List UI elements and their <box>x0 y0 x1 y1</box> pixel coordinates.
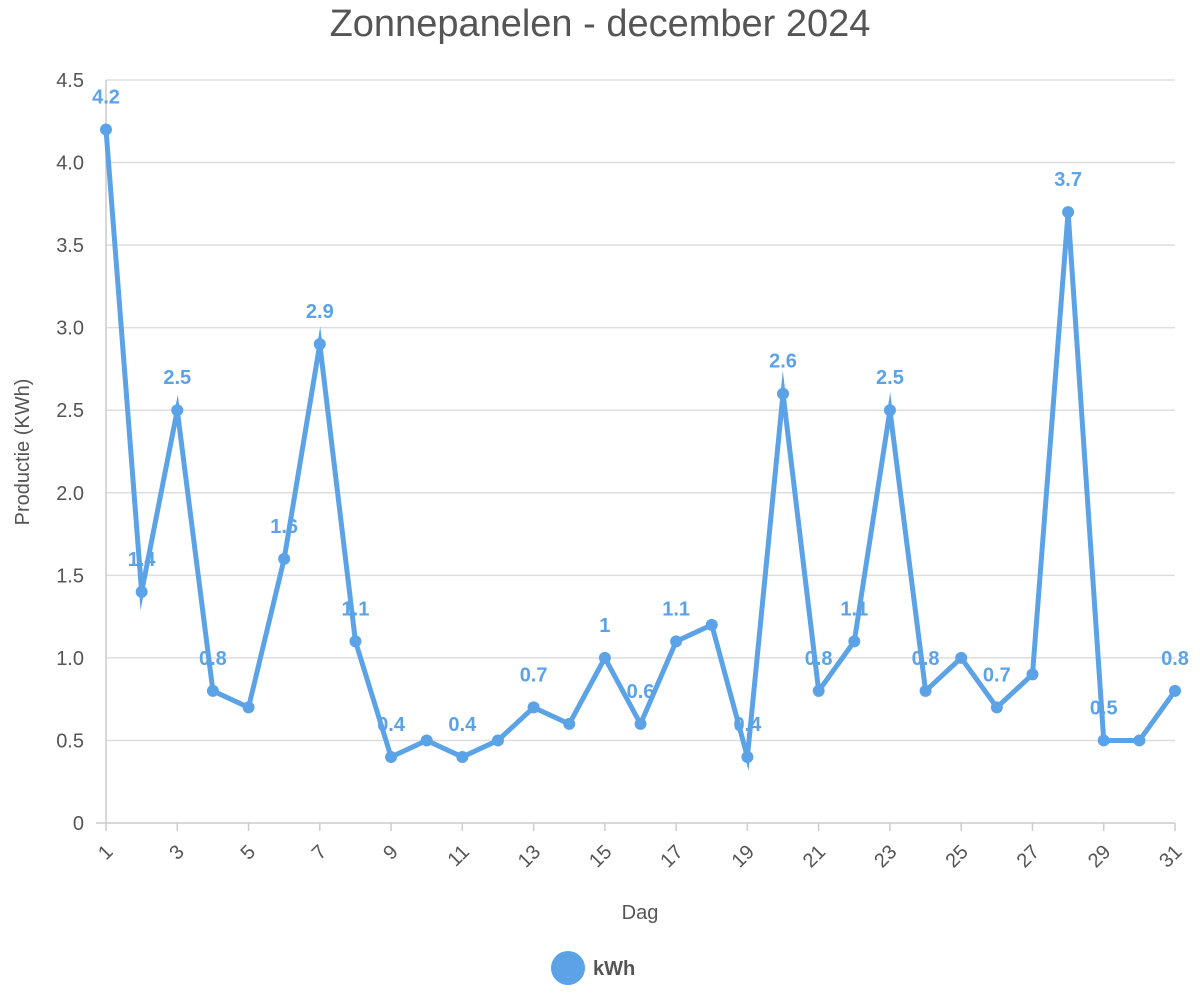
series-kwh <box>100 123 1181 771</box>
data-point[interactable] <box>563 717 576 730</box>
data-label: 0.4 <box>448 714 477 736</box>
data-point[interactable] <box>1133 734 1146 747</box>
data-point[interactable] <box>420 734 433 747</box>
x-tick-label: 23 <box>870 841 901 872</box>
x-tick-label: 1 <box>94 841 117 864</box>
data-point[interactable] <box>1097 734 1110 747</box>
data-point[interactable] <box>919 684 932 697</box>
x-tick-label: 27 <box>1013 841 1044 872</box>
data-label: 1.1 <box>840 598 868 620</box>
y-axis-ticks: 0 0.5 1.0 1.5 2.0 2.5 3.0 3.5 4.0 4.5 <box>56 70 84 835</box>
axes <box>96 80 1175 824</box>
data-label: 2.9 <box>306 301 334 323</box>
data-label: 0.5 <box>1090 697 1118 719</box>
x-tick-label: 15 <box>585 841 616 872</box>
x-tick-label: 5 <box>237 841 260 864</box>
x-axis-title: Dag <box>622 902 659 924</box>
data-label: 0.8 <box>199 648 227 670</box>
data-point[interactable] <box>349 635 362 648</box>
data-point[interactable] <box>1062 206 1075 219</box>
data-label: 1.4 <box>128 549 157 571</box>
chart-title: Zonnepanelen - december 2024 <box>330 3 871 45</box>
x-tick-label: 17 <box>656 841 687 872</box>
data-point[interactable] <box>1026 668 1039 681</box>
data-point[interactable] <box>1169 684 1181 697</box>
data-label: 0.8 <box>912 648 940 670</box>
gridlines <box>106 79 1175 742</box>
legend[interactable]: kWh <box>551 951 635 985</box>
data-point[interactable] <box>491 734 504 747</box>
x-tick-label: 21 <box>799 841 830 872</box>
data-point[interactable] <box>812 684 825 697</box>
data-label: 3.7 <box>1054 169 1082 191</box>
data-point[interactable] <box>777 387 790 400</box>
series-line-kwh <box>103 127 1178 771</box>
data-label: 2.5 <box>163 367 191 389</box>
data-point[interactable] <box>705 618 718 631</box>
x-tick-label: 31 <box>1155 841 1186 872</box>
x-tick-label: 19 <box>728 841 759 872</box>
data-point[interactable] <box>990 701 1003 714</box>
data-point[interactable] <box>278 552 291 565</box>
x-tick-label: 9 <box>379 841 402 864</box>
data-label: 0.7 <box>520 664 548 686</box>
data-label: 1.6 <box>270 516 298 538</box>
data-label: 0.4 <box>377 714 406 736</box>
data-point[interactable] <box>242 701 255 714</box>
y-tick-label: 3.0 <box>56 318 84 340</box>
data-point[interactable] <box>100 123 112 136</box>
y-tick-label: 0.5 <box>56 730 84 752</box>
data-label: 1.1 <box>662 598 690 620</box>
x-tick-label: 13 <box>514 841 545 872</box>
data-point[interactable] <box>955 651 968 664</box>
data-label: 4.2 <box>92 87 120 109</box>
y-tick-label: 1.0 <box>56 648 84 670</box>
x-tick-label: 11 <box>444 841 474 871</box>
data-label: 1.1 <box>342 598 370 620</box>
data-point[interactable] <box>848 635 861 648</box>
data-label: 0.6 <box>627 681 655 703</box>
data-label: 0.8 <box>805 648 833 670</box>
x-tick-label: 7 <box>308 841 331 864</box>
x-axis-ticks: 1 3 5 7 9 11 13 15 17 19 21 23 25 27 29 31 <box>94 823 1187 872</box>
data-point[interactable] <box>598 651 611 664</box>
data-label: 2.6 <box>769 351 797 373</box>
data-point[interactable] <box>741 750 754 763</box>
data-point[interactable] <box>135 585 148 598</box>
y-axis-title: Productie (KWh) <box>12 379 34 526</box>
y-tick-label: 3.5 <box>56 235 84 257</box>
y-tick-label: 4.0 <box>56 153 84 175</box>
x-tick-label: 25 <box>941 841 972 872</box>
data-point[interactable] <box>670 635 683 648</box>
data-point[interactable] <box>527 701 540 714</box>
x-tick-label: 29 <box>1084 841 1115 872</box>
x-tick-label: 3 <box>165 841 188 864</box>
data-point[interactable] <box>456 750 469 763</box>
y-tick-label: 0 <box>73 813 84 835</box>
data-label: 2.5 <box>876 367 904 389</box>
data-labels: 4.2 1.4 2.5 0.8 1.6 2.9 1.1 0.4 0.4 0.7 1 0.6 1.1 0.4… <box>92 87 1189 736</box>
legend-marker-kwh[interactable] <box>551 951 585 985</box>
data-point[interactable] <box>883 404 896 417</box>
data-point[interactable] <box>171 404 184 417</box>
data-label: 0.7 <box>983 664 1011 686</box>
y-tick-label: 4.5 <box>56 70 84 92</box>
data-point[interactable] <box>385 750 398 763</box>
data-label: 0.8 <box>1161 648 1189 670</box>
data-label: 1 <box>599 615 610 637</box>
data-label: 0.4 <box>733 714 762 736</box>
y-tick-label: 2.0 <box>56 483 84 505</box>
y-tick-label: 1.5 <box>56 565 84 587</box>
legend-label-kwh[interactable]: kWh <box>593 958 635 980</box>
y-tick-label: 2.5 <box>56 400 84 422</box>
data-point[interactable] <box>206 684 219 697</box>
data-point[interactable] <box>634 717 647 730</box>
data-point[interactable] <box>313 338 326 351</box>
